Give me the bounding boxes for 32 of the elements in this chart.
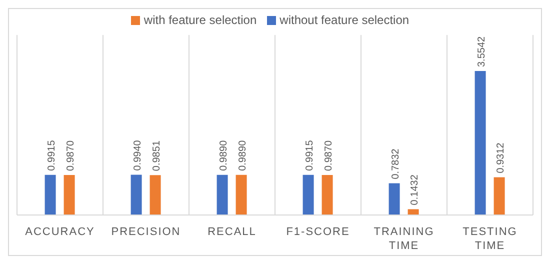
x-tick-label: PRECISION [111, 226, 181, 238]
data-label: 0.9312 [495, 142, 506, 174]
bar [322, 175, 333, 215]
x-tick-label: RECALL [208, 226, 256, 238]
data-label: 0.9890 [237, 140, 248, 171]
legend-label: without feature selection [280, 13, 410, 27]
data-label: 0.9851 [151, 140, 162, 172]
bar [408, 209, 419, 215]
data-label: 0.1432 [409, 174, 420, 206]
x-tick-label: TRAINING TIME [374, 226, 434, 252]
data-label: 0.7832 [390, 148, 402, 180]
bar [130, 174, 142, 215]
x-tick-label: TESTING TIME [462, 226, 518, 252]
data-label: 3.5542 [476, 36, 488, 67]
bar [44, 174, 56, 215]
legend-label: with feature selection [144, 13, 257, 27]
data-label: 0.9870 [65, 140, 76, 172]
bar [474, 71, 486, 215]
data-label: 0.9870 [323, 140, 334, 172]
data-label: 0.9915 [46, 140, 58, 171]
bar [388, 183, 400, 215]
bar [302, 174, 314, 215]
bar [216, 174, 228, 215]
data-label: 0.9940 [132, 140, 144, 171]
data-label: 0.9890 [218, 140, 230, 171]
bar [494, 177, 505, 215]
x-tick-label: ACCURACY [25, 226, 95, 238]
bar [236, 174, 247, 215]
bar [150, 175, 161, 215]
x-tick-label: F1-SCORE [286, 226, 350, 238]
data-label: 0.9915 [304, 140, 316, 171]
bar [64, 175, 75, 215]
